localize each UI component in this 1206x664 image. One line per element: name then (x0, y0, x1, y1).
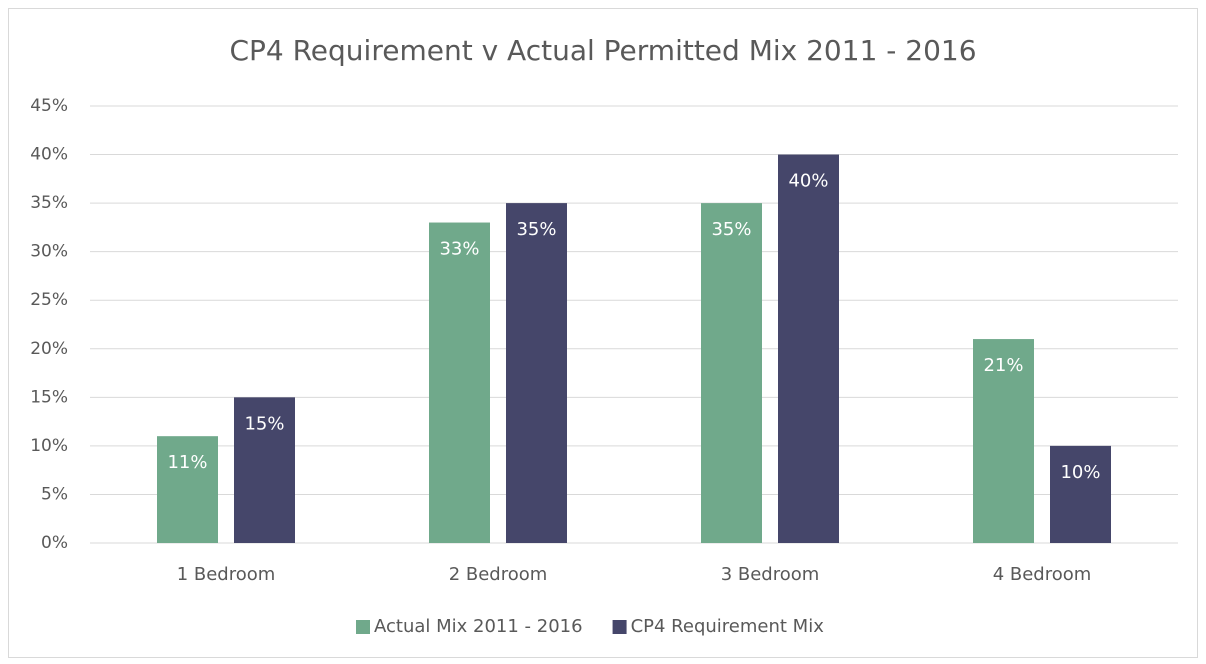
data-label: 21% (983, 355, 1023, 376)
data-label: 40% (788, 171, 828, 192)
legend-swatch (356, 620, 370, 634)
data-label: 15% (244, 413, 284, 434)
y-tick-label: 45% (30, 96, 68, 116)
data-label: 11% (167, 452, 207, 473)
data-label: 33% (439, 239, 479, 260)
bar (973, 339, 1034, 543)
y-tick-label: 20% (30, 339, 68, 359)
bar (1050, 445, 1111, 543)
bar (778, 154, 839, 544)
bar (234, 397, 295, 543)
y-tick-label: 25% (30, 290, 68, 310)
y-tick-label: 10% (30, 436, 68, 456)
legend-swatch (612, 620, 627, 634)
y-tick-label: 0% (41, 533, 68, 553)
bar (506, 203, 567, 543)
bar (157, 436, 218, 543)
chart-border (8, 8, 1198, 658)
y-tick-label: 40% (30, 145, 68, 165)
x-tick-label: 1 Bedroom (177, 564, 276, 585)
x-tick-label: 3 Bedroom (721, 564, 820, 585)
y-tick-label: 30% (30, 242, 68, 262)
x-tick-label: 4 Bedroom (993, 564, 1092, 585)
data-label: 10% (1060, 462, 1100, 483)
data-label: 35% (711, 219, 751, 240)
chart-title: CP4 Requirement v Actual Permitted Mix 2… (229, 34, 976, 67)
y-tick-label: 35% (30, 193, 68, 213)
y-tick-label: 5% (41, 484, 68, 504)
legend-label: Actual Mix 2011 - 2016 (374, 616, 583, 637)
y-tick-label: 15% (30, 387, 68, 407)
data-label: 35% (516, 219, 556, 240)
bar (701, 203, 762, 543)
bar (429, 222, 490, 544)
legend-label: CP4 Requirement Mix (631, 616, 825, 637)
x-tick-label: 2 Bedroom (449, 564, 548, 585)
